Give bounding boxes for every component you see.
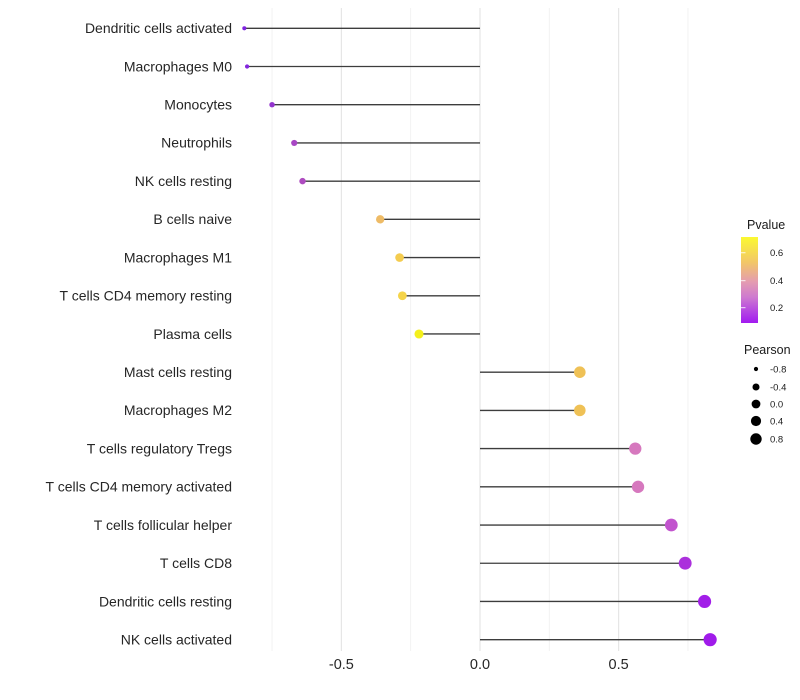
lollipop-row (480, 518, 678, 532)
y-axis-label: Monocytes (164, 97, 232, 113)
data-point (397, 291, 407, 301)
y-axis-label: Mast cells resting (124, 364, 232, 380)
data-point (269, 102, 275, 108)
lollipop-row (397, 291, 480, 301)
lollipop-row (480, 556, 692, 570)
pearson-legend-key-dot (752, 383, 760, 391)
lollipop-row (480, 366, 586, 378)
lollipop-row (480, 442, 642, 455)
data-point (414, 329, 424, 339)
y-axis-label: T cells CD8 (160, 555, 232, 571)
pvalue-legend-title: Pvalue (747, 218, 785, 232)
y-axis-label: Dendritic cells resting (99, 593, 232, 609)
pearson-legend-label: -0.8 (770, 365, 786, 376)
pearson-legend-title: Pearson (744, 343, 791, 357)
lollipop-row (376, 215, 480, 224)
pearson-legend-key-dot (750, 415, 762, 427)
data-point (678, 556, 692, 570)
data-point (703, 633, 717, 647)
data-point (574, 404, 586, 417)
y-axis-label: Macrophages M2 (124, 402, 232, 418)
x-axis-tick-label: -0.5 (329, 657, 354, 673)
pvalue-tick-label: 0.4 (770, 276, 783, 287)
pvalue-colorbar (741, 237, 758, 323)
data-point (664, 518, 678, 532)
y-axis-label: Macrophages M1 (124, 249, 232, 265)
lollipop-row (480, 480, 645, 493)
lollipop-row (244, 64, 480, 69)
lollipop-row (299, 177, 480, 185)
y-axis-label: T cells follicular helper (94, 517, 233, 533)
data-point (376, 215, 385, 224)
pearson-legend-label: -0.4 (770, 383, 786, 394)
x-axis-tick-label: 0.5 (609, 657, 629, 673)
pearson-legend-key-dot (750, 433, 762, 445)
pvalue-tick-label: 0.6 (770, 248, 783, 259)
y-axis-label: T cells CD4 memory activated (46, 479, 232, 495)
y-axis-label: Neutrophils (161, 135, 232, 151)
lollipop-row (480, 633, 717, 647)
data-point (291, 139, 298, 147)
lollipop-row (242, 26, 480, 31)
y-axis-label: T cells CD4 memory resting (60, 288, 232, 304)
lollipop-row (269, 102, 480, 108)
lollipop-row (414, 329, 480, 339)
lollipop-row (395, 253, 480, 262)
pearson-legend-key-dot (751, 399, 761, 409)
y-axis-label: Plasma cells (153, 326, 232, 342)
pearson-legend-key-dot (753, 366, 759, 372)
x-axis-tick-label: 0.0 (470, 657, 490, 673)
y-axis-label: NK cells resting (135, 173, 232, 189)
data-point (629, 442, 642, 455)
data-point (395, 253, 404, 262)
data-point (574, 366, 586, 378)
data-point (698, 594, 712, 609)
lollipop-row (291, 139, 480, 147)
data-point (631, 480, 645, 493)
lollipop-row (480, 594, 712, 609)
lollipop-row (480, 404, 586, 417)
y-axis-label: Dendritic cells activated (85, 20, 232, 36)
data-point (242, 26, 247, 31)
pearson-legend-label: 0.0 (770, 400, 783, 411)
y-axis-label: Macrophages M0 (124, 58, 232, 74)
pvalue-tick-label: 0.2 (770, 303, 783, 314)
pearson-legend-label: 0.8 (770, 435, 783, 446)
y-axis-label: T cells regulatory Tregs (87, 440, 232, 456)
data-point (299, 177, 306, 185)
data-point (244, 64, 250, 69)
pearson-legend-label: 0.4 (770, 417, 783, 428)
y-axis-label: NK cells activated (121, 631, 232, 647)
y-axis-label: B cells naive (153, 211, 232, 227)
